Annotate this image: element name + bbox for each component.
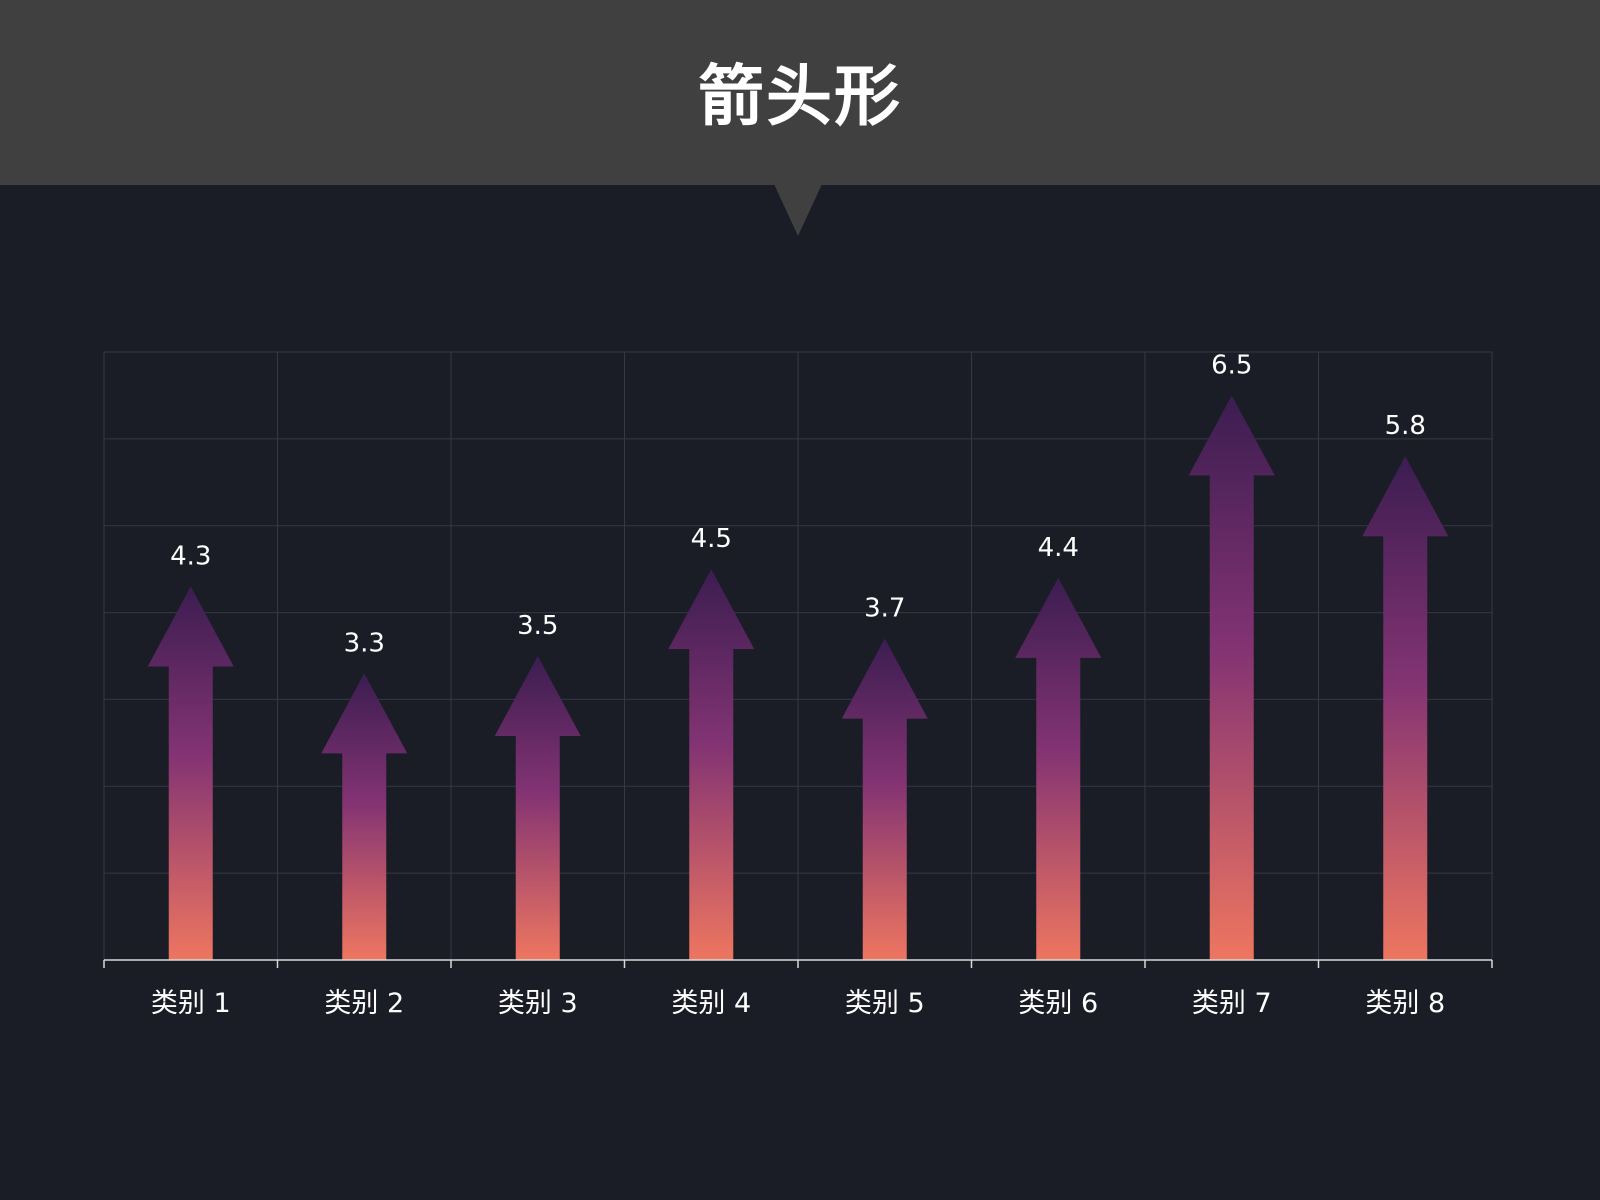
header-bar: 箭头形 xyxy=(0,0,1600,185)
labels: 4.3 类别 1 3.3 类别 2 3.5 类别 3 4.5 类别 4 3.7 类别 5 4.4 类别… xyxy=(151,350,1445,1019)
data-label: 3.7 xyxy=(864,594,905,624)
page-title: 箭头形 xyxy=(698,57,902,135)
x-tick-label: 类别 6 xyxy=(1018,988,1098,1019)
grid xyxy=(103,351,1493,960)
arrow-bar xyxy=(1188,395,1275,960)
data-label: 3.3 xyxy=(344,628,385,658)
arrow-bar xyxy=(494,656,581,960)
header-pointer xyxy=(774,184,822,236)
x-tick-label: 类别 7 xyxy=(1192,988,1272,1019)
x-tick-label: 类别 4 xyxy=(671,988,751,1019)
arrow-bar xyxy=(321,673,408,960)
data-label: 4.5 xyxy=(691,524,732,554)
bars xyxy=(147,395,1449,960)
x-tick-label: 类别 2 xyxy=(324,988,404,1019)
x-tick-label: 类别 5 xyxy=(845,988,925,1019)
data-label: 6.5 xyxy=(1211,350,1252,380)
arrow-bar xyxy=(147,586,234,960)
x-tick-label: 类别 8 xyxy=(1365,988,1445,1019)
x-axis xyxy=(103,959,1493,968)
x-tick-label: 类别 3 xyxy=(498,988,578,1019)
arrow-bar xyxy=(841,638,928,960)
data-label: 3.5 xyxy=(517,611,558,641)
arrow-bar xyxy=(668,569,755,960)
arrow-bar xyxy=(1015,577,1102,960)
data-label: 4.4 xyxy=(1038,533,1079,563)
data-label: 5.8 xyxy=(1385,411,1426,441)
arrow-bar xyxy=(1362,456,1449,960)
data-label: 4.3 xyxy=(170,542,211,572)
x-tick-label: 类别 1 xyxy=(151,988,231,1019)
